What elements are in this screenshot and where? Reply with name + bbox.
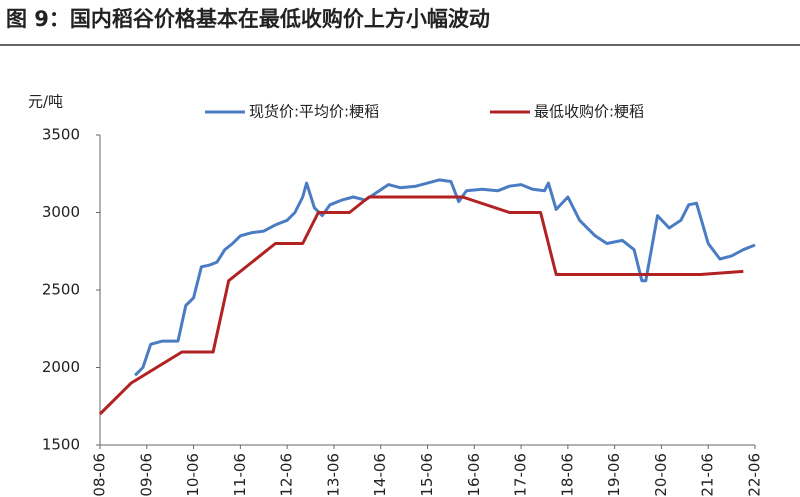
x-tick-label: 2021-06	[699, 453, 717, 497]
x-tick-label: 2014-06	[371, 453, 389, 497]
chart-title: 图 9：国内稻谷价格基本在最低收购价上方小幅波动	[6, 7, 490, 31]
x-tick-label: 2020-06	[652, 453, 670, 497]
y-tick-label: 3000	[42, 203, 80, 221]
x-tick-label: 2022-06	[746, 453, 764, 497]
y-tick-label: 2000	[42, 358, 80, 376]
x-tick-label: 2017-06	[512, 453, 530, 497]
data-line	[134, 178, 756, 377]
y-tick-label: 3500	[42, 126, 80, 144]
x-tick-label: 2016-06	[465, 453, 483, 497]
legend-label: 最低收购价:粳稻	[534, 103, 644, 121]
x-tick-label: 2009-06	[137, 453, 155, 497]
y-tick-label: 1500	[42, 436, 80, 454]
y-axis-label: 元/吨	[28, 93, 63, 111]
x-tick-label: 2012-06	[278, 453, 296, 497]
x-tick-label: 2010-06	[184, 453, 202, 497]
x-tick-label: 2018-06	[558, 453, 576, 497]
x-tick-label: 2013-06	[324, 453, 342, 497]
x-tick-label: 2008-06	[91, 453, 109, 497]
data-line	[98, 195, 744, 416]
x-tick-label: 2011-06	[231, 453, 249, 497]
x-tick-label: 2015-06	[418, 453, 436, 497]
x-tick-label: 2019-06	[605, 453, 623, 497]
legend-label: 现货价:平均价:粳稻	[249, 103, 379, 121]
y-tick-label: 2500	[42, 281, 80, 299]
